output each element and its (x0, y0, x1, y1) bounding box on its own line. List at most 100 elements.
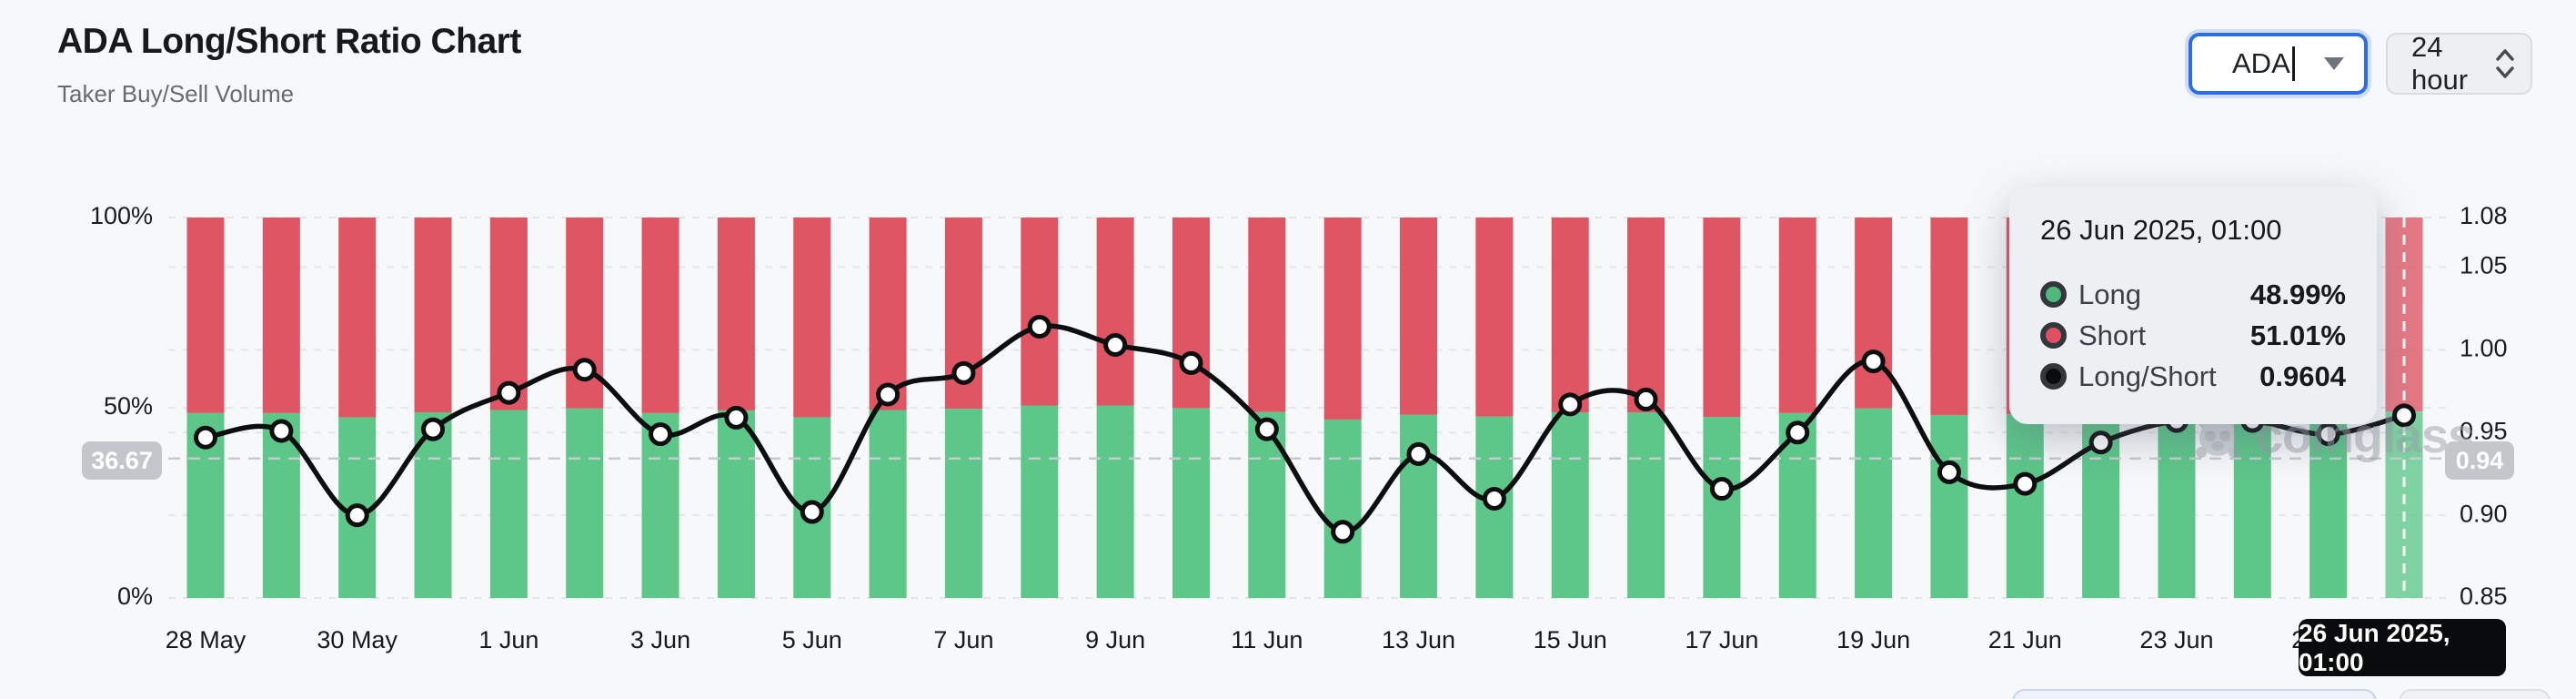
ratio-line-marker[interactable] (1709, 477, 1734, 501)
ratio-line-marker[interactable] (1179, 350, 1203, 375)
interval-select[interactable]: 24 hour (2386, 31, 2532, 96)
ratio-line-marker[interactable] (2088, 431, 2113, 455)
ratio-line-marker[interactable] (1861, 350, 1886, 374)
bar-short[interactable] (338, 218, 377, 418)
bar-long[interactable] (1172, 408, 1210, 598)
bar-short[interactable] (1096, 218, 1134, 406)
bar-group[interactable] (1627, 218, 1665, 598)
bar-group[interactable] (1930, 218, 1968, 598)
bar-group[interactable] (1400, 218, 1438, 598)
bar-short[interactable] (1400, 218, 1438, 415)
bar-long[interactable] (1400, 414, 1438, 598)
bar-long[interactable] (717, 410, 755, 598)
bar-long[interactable] (869, 410, 907, 598)
bar-short[interactable] (1703, 218, 1741, 418)
ratio-line-marker[interactable] (1254, 417, 1279, 441)
bar-short[interactable] (1248, 218, 1286, 412)
ratio-line-marker[interactable] (2392, 403, 2417, 428)
right-axis-tick-label: 0.85 (2460, 582, 2508, 610)
bar-short[interactable] (793, 218, 831, 418)
bar-short[interactable] (1323, 218, 1362, 420)
bar-group[interactable] (414, 218, 452, 598)
ratio-line-marker[interactable] (2316, 422, 2340, 447)
bar-short[interactable] (717, 218, 755, 410)
bar-group[interactable] (869, 218, 907, 598)
bar-group[interactable] (944, 218, 982, 598)
ratio-line-marker[interactable] (497, 380, 521, 405)
ratio-line-marker[interactable] (1103, 332, 1128, 357)
bar-group[interactable] (1021, 218, 1059, 598)
bar-short[interactable] (1627, 218, 1665, 413)
bar-long[interactable] (1551, 412, 1589, 598)
ratio-line-marker[interactable] (1331, 520, 1355, 544)
bar-group[interactable] (793, 218, 831, 598)
bar-short[interactable] (1930, 218, 1968, 415)
bar-group[interactable] (1248, 218, 1286, 598)
bar-short[interactable] (262, 218, 300, 413)
ratio-line-marker[interactable] (1482, 486, 1506, 511)
ratio-line-marker[interactable] (1558, 392, 1583, 417)
bar-short[interactable] (186, 218, 225, 413)
symbol-select[interactable]: ADA (2189, 33, 2368, 95)
tooltip-title: 26 Jun 2025, 01:00 (2040, 214, 2282, 246)
bar-long[interactable] (2158, 411, 2196, 598)
bar-group[interactable] (186, 218, 225, 598)
bar-short[interactable] (489, 218, 528, 410)
bar-short[interactable] (1551, 218, 1589, 413)
bar-group[interactable] (1778, 218, 1816, 598)
bar-long[interactable] (1096, 405, 1134, 598)
bar-group[interactable] (1323, 218, 1362, 598)
ratio-line-marker[interactable] (800, 500, 824, 524)
ratio-line-marker[interactable] (421, 417, 446, 441)
ratio-line-marker[interactable] (724, 405, 749, 430)
bar-long[interactable] (1627, 412, 1665, 598)
left-axis-tick-label: 0% (117, 582, 153, 610)
bar-group[interactable] (1703, 218, 1741, 598)
ratio-line-marker[interactable] (1406, 441, 1431, 466)
ratio-line-marker[interactable] (345, 503, 369, 528)
bar-short[interactable] (1172, 218, 1210, 409)
bar-group[interactable] (262, 218, 300, 598)
bar-group[interactable] (1551, 218, 1589, 598)
bar-group[interactable] (1172, 218, 1210, 598)
bar-long[interactable] (1323, 419, 1362, 598)
bar-short[interactable] (1778, 218, 1816, 413)
bar-group[interactable] (717, 218, 755, 598)
ratio-line-marker[interactable] (649, 422, 673, 447)
bar-short[interactable] (1475, 218, 1514, 417)
bar-long[interactable] (489, 410, 528, 598)
bar-group[interactable] (1475, 218, 1514, 598)
ratio-line-marker[interactable] (1786, 420, 1810, 445)
bar-short[interactable] (1855, 218, 1893, 409)
bar-short[interactable] (414, 218, 452, 413)
bar-group[interactable] (641, 218, 679, 598)
ratio-line-marker[interactable] (1937, 460, 1961, 484)
ratio-line-marker[interactable] (1027, 314, 1052, 339)
bar-short[interactable] (869, 218, 907, 410)
bar-long[interactable] (944, 409, 982, 598)
bar-long[interactable] (1021, 405, 1059, 598)
left-axis-tick-label: 100% (90, 202, 153, 229)
bar-long[interactable] (2233, 411, 2271, 598)
bar-short[interactable] (1021, 218, 1059, 406)
bar-short[interactable] (641, 218, 679, 413)
ratio-line-marker[interactable] (2013, 471, 2038, 496)
ratio-line-marker[interactable] (194, 425, 217, 450)
ratio-line-marker[interactable] (951, 360, 976, 385)
bar-group[interactable] (1096, 218, 1134, 598)
ratio-line-marker[interactable] (572, 358, 597, 382)
bar-group[interactable] (338, 218, 377, 598)
bar-group[interactable] (1855, 218, 1893, 598)
tooltip-row-value: 48.99% (2249, 278, 2346, 310)
bar-long[interactable] (2006, 414, 2044, 598)
bar-group[interactable] (489, 218, 528, 598)
bar-long[interactable] (566, 408, 604, 598)
bar-group[interactable] (566, 218, 604, 598)
ratio-line-marker[interactable] (269, 419, 294, 443)
bar-long[interactable] (1930, 414, 1968, 598)
bar-long[interactable] (1855, 408, 1893, 598)
ratio-line-marker[interactable] (1634, 387, 1658, 411)
ratio-line-marker[interactable] (876, 382, 901, 407)
bar-long[interactable] (1703, 417, 1741, 598)
